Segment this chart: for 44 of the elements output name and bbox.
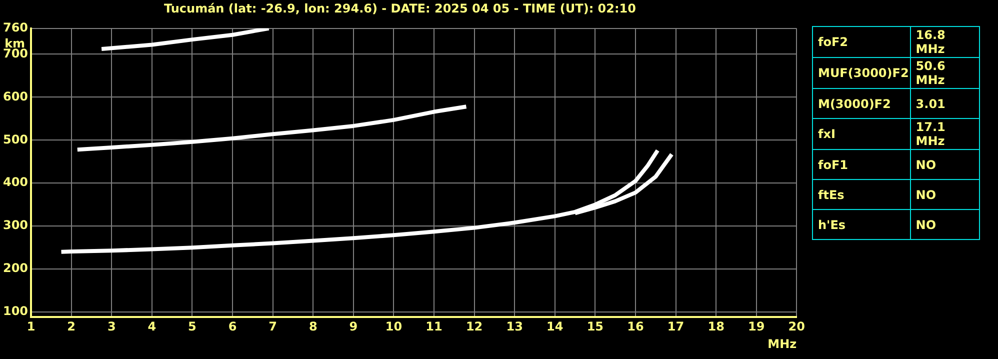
x-tick-label: 16 [627, 320, 644, 334]
x-tick-label: 17 [667, 320, 684, 334]
x-tick-label: 7 [268, 320, 277, 334]
x-tick-label: 14 [546, 320, 564, 334]
x-tick-label: 3 [107, 320, 116, 334]
chart-title: Tucumán (lat: -26.9, lon: 294.6) - DATE: 2025 04 05 - TIME (UT): 02:10 [164, 1, 636, 16]
y-tick-label: 760 [2, 20, 28, 35]
y-tick-label: 500 [2, 132, 28, 146]
category-label: ftEs [818, 188, 844, 202]
x-tick-label: 10 [385, 320, 402, 334]
x-tick-label: 15 [586, 320, 604, 334]
x-tick-label: 8 [308, 320, 318, 334]
category-label: M(3000)F2 [818, 96, 891, 110]
y-tick-label: 600 [2, 89, 28, 104]
y-tick-label: 300 [2, 218, 28, 232]
x-tick-label: 11 [426, 320, 442, 334]
x-tick-label: 1 [26, 320, 36, 334]
category-label: foF1 [818, 158, 848, 172]
x-tick-label: 6 [228, 320, 237, 334]
y-tick-label: 700 [2, 46, 28, 60]
text: 50.6 MHz [916, 59, 946, 87]
x-tick-label: 12 [466, 320, 483, 334]
x-tick-label: 4 [148, 320, 156, 334]
x-tick-label: 2 [67, 320, 76, 334]
x-tick-label: 20 [788, 320, 805, 334]
category-label: MUF(3000)F2 [818, 66, 909, 80]
x-tick-label: 9 [349, 320, 358, 334]
text: NO [916, 188, 936, 202]
text: 17.1 MHz [916, 120, 946, 148]
x-tick-label: 19 [748, 320, 765, 334]
text: 16.8 MHz [916, 28, 946, 56]
text: NO [916, 218, 936, 232]
y-tick-label: 200 [2, 261, 28, 276]
category-label: h'Es [818, 218, 846, 232]
category-label: foF2 [818, 35, 848, 49]
y-tick-label: 400 [2, 175, 28, 190]
text: 3.01 [916, 96, 946, 110]
y-tick-label: 100 [2, 304, 28, 318]
x-axis-title: MHz [768, 336, 797, 351]
category-label: fxI [818, 127, 836, 141]
text: NO [916, 158, 936, 172]
x-tick-label: 18 [708, 320, 724, 334]
x-tick-label: 5 [188, 320, 196, 334]
x-tick-label: 13 [506, 320, 523, 334]
